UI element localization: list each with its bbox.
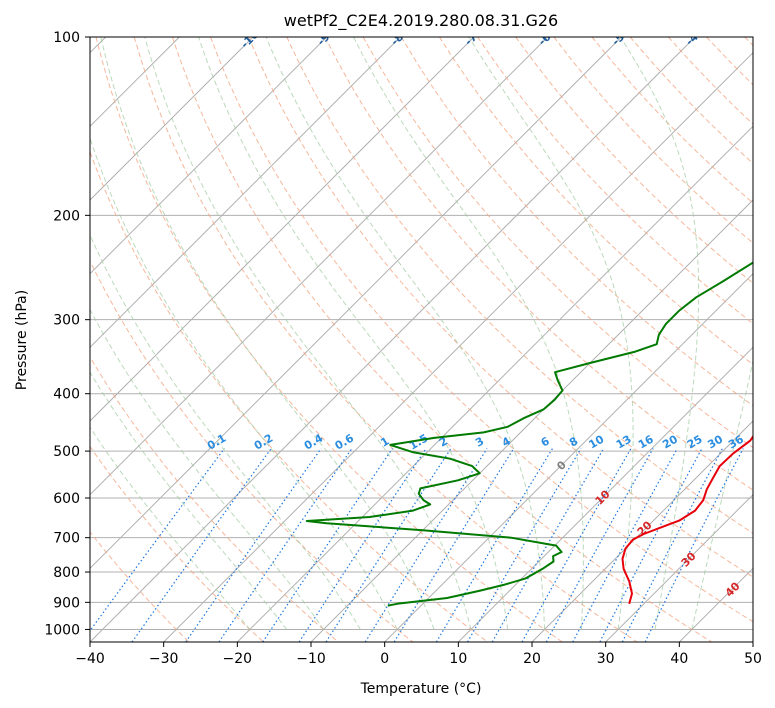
y-tick-label: 500: [53, 444, 80, 460]
background-reference-lines: 0.10.20.40.611.52346810131620253036-100-…: [90, 25, 753, 642]
isotherm-gridline: [90, 37, 401, 349]
dry-adiabat: [90, 259, 414, 642]
chart-title: wetPf2_C2E4.2019.280.08.31.G26: [284, 11, 558, 31]
isotherm-label: -60: [536, 25, 559, 48]
y-tick-label: 300: [53, 313, 80, 329]
mixing-ratio-line: [621, 448, 723, 642]
y-tick-label: 700: [53, 531, 80, 547]
x-axis-label: Temperature (°C): [360, 681, 482, 697]
isotherm-gridline: [90, 37, 475, 422]
sounding-profiles: [305, 261, 753, 607]
dry-adiabat: [286, 37, 753, 534]
dry-adiabat: [133, 37, 638, 642]
moist-adiabat: [620, 37, 700, 630]
mixing-ratio-line: [325, 448, 452, 642]
isotherm-label: -80: [388, 25, 411, 48]
moist-adiabat: [265, 37, 546, 630]
x-tick-label: −20: [223, 651, 253, 667]
mixing-ratio-line: [262, 448, 393, 642]
isotherm-gridline: [457, 346, 753, 642]
isotherm-gridline: [90, 37, 328, 275]
mixing-ratio-line: [90, 448, 225, 632]
x-tick-label: 30: [597, 651, 615, 667]
moist-adiabat: [691, 358, 753, 630]
x-tick-label: 0: [380, 651, 389, 667]
moist-adiabat: [353, 37, 584, 630]
dry-adiabat: [400, 37, 753, 407]
moist-adiabat: [100, 37, 435, 630]
isotherm-gridline: [90, 37, 696, 642]
isotherm-gridline: [605, 493, 753, 642]
dry-adiabat: [515, 37, 753, 284]
x-tick-label: −40: [75, 651, 105, 667]
isotherm-gridline: [90, 37, 622, 570]
isotherm-label: -40: [683, 25, 706, 48]
y-tick-label: 600: [53, 491, 80, 507]
plot-frame: [89, 36, 754, 643]
dry-adiabat: [438, 37, 753, 366]
isotherm-gridline: [236, 125, 753, 642]
y-tick-label: 800: [53, 565, 80, 581]
x-tick-label: 20: [523, 651, 541, 667]
x-tick-label: −10: [296, 651, 326, 667]
dry-adiabat: [90, 531, 190, 642]
x-tick-label: 50: [744, 651, 762, 667]
y-tick-label: 200: [53, 208, 80, 224]
mixing-ratio-line: [572, 448, 678, 642]
y-axis-ticks: 100 200 300 400 500 600 700 800 900 1000: [44, 30, 90, 638]
dry-adiabat: [95, 37, 563, 642]
y-axis-label: Pressure (hPa): [14, 290, 30, 390]
mixing-ratio-line: [185, 448, 322, 642]
dry-adiabat: [362, 37, 753, 449]
dry-adiabat: [248, 37, 753, 578]
x-tick-label: 10: [449, 651, 467, 667]
mixing-ratio-line: [644, 448, 744, 642]
isotherm-gridline: [90, 37, 254, 201]
mixing-ratio-line: [364, 448, 488, 642]
mixing-ratio-line: [131, 448, 272, 642]
mixing-ratio-line: [491, 448, 605, 642]
isotherm-label: -70: [462, 25, 485, 48]
x-axis-ticks: −40 −30 −20 −10 0 10 20 30 40 50: [75, 642, 762, 667]
dry-adiabat: [324, 37, 753, 491]
moist-adiabat: [144, 37, 472, 630]
mixing-ratio-line: [218, 448, 353, 642]
x-tick-label: 40: [670, 651, 688, 667]
mixing-ratio-line: [599, 448, 703, 642]
moist-adiabat: [90, 233, 361, 630]
moist-adiabat: [90, 136, 398, 630]
dewpoint-line: [305, 261, 753, 607]
mixing-ratio-line: [298, 448, 427, 642]
y-tick-label: 100: [53, 30, 80, 46]
isotherm-gridline: [90, 37, 549, 496]
moist-adiabat: [198, 37, 509, 630]
moist-adiabat: [468, 37, 634, 630]
isotherm-gridline: [384, 272, 753, 642]
dry-adiabat: [210, 37, 753, 623]
isotherm-label: -50: [609, 25, 632, 48]
y-tick-label: 400: [53, 387, 80, 403]
isotherm-gridline: [163, 51, 753, 642]
temperature-line: [621, 434, 753, 605]
isotherm-label: -90: [315, 25, 338, 48]
moist-adiabat: [90, 308, 324, 630]
mixing-ratio-line: [393, 448, 515, 642]
dry-adiabat: [171, 37, 712, 642]
dry-adiabat: [90, 356, 339, 642]
dry-adiabat: [90, 445, 264, 642]
y-tick-label: 1000: [44, 622, 80, 638]
y-tick-label: 900: [53, 595, 80, 611]
dry-adiabat: [477, 37, 753, 325]
x-tick-label: −30: [149, 651, 179, 667]
mixing-ratio-line: [466, 448, 582, 642]
